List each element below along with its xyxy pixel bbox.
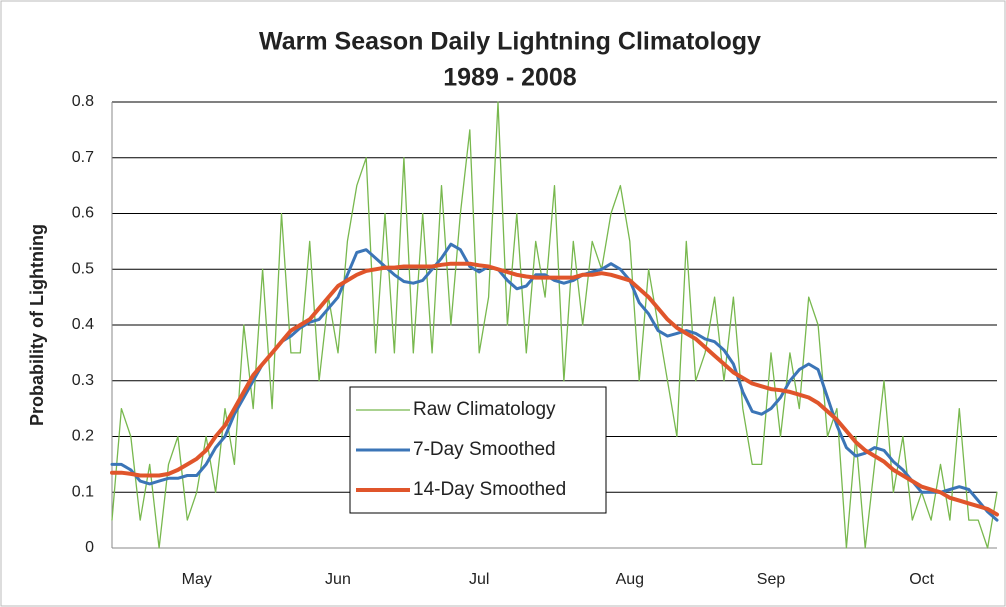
x-tick-label: Sep	[757, 571, 786, 588]
y-tick-label: 0.1	[72, 483, 94, 500]
x-tick-label: Oct	[909, 571, 934, 588]
y-tick-label: 0.7	[72, 149, 94, 166]
y-tick-label: 0.2	[72, 428, 94, 445]
x-tick-label: Jun	[325, 571, 351, 588]
x-tick-label: Jul	[469, 571, 489, 588]
x-tick-label: May	[182, 571, 212, 588]
chart-title: Warm Season Daily Lightning Climatology	[259, 28, 761, 56]
y-tick-label: 0.8	[72, 93, 94, 110]
y-tick-label: 0.6	[72, 205, 94, 222]
y-tick-label: 0.5	[72, 260, 94, 277]
chart-subtitle: 1989 - 2008	[443, 64, 577, 92]
y-tick-label: 0.3	[72, 372, 94, 389]
legend-label: 14-Day Smoothed	[413, 479, 566, 500]
y-axis-title: Probability of Lightning	[27, 224, 47, 426]
series-line	[111, 101, 998, 549]
x-tick-label: Aug	[616, 571, 644, 588]
legend-label: 7-Day Smoothed	[413, 439, 556, 460]
y-tick-label: 0	[85, 539, 94, 556]
legend-label: Raw Climatology	[413, 399, 556, 420]
series-line	[110, 261, 999, 517]
y-tick-label: 0.4	[72, 316, 94, 333]
